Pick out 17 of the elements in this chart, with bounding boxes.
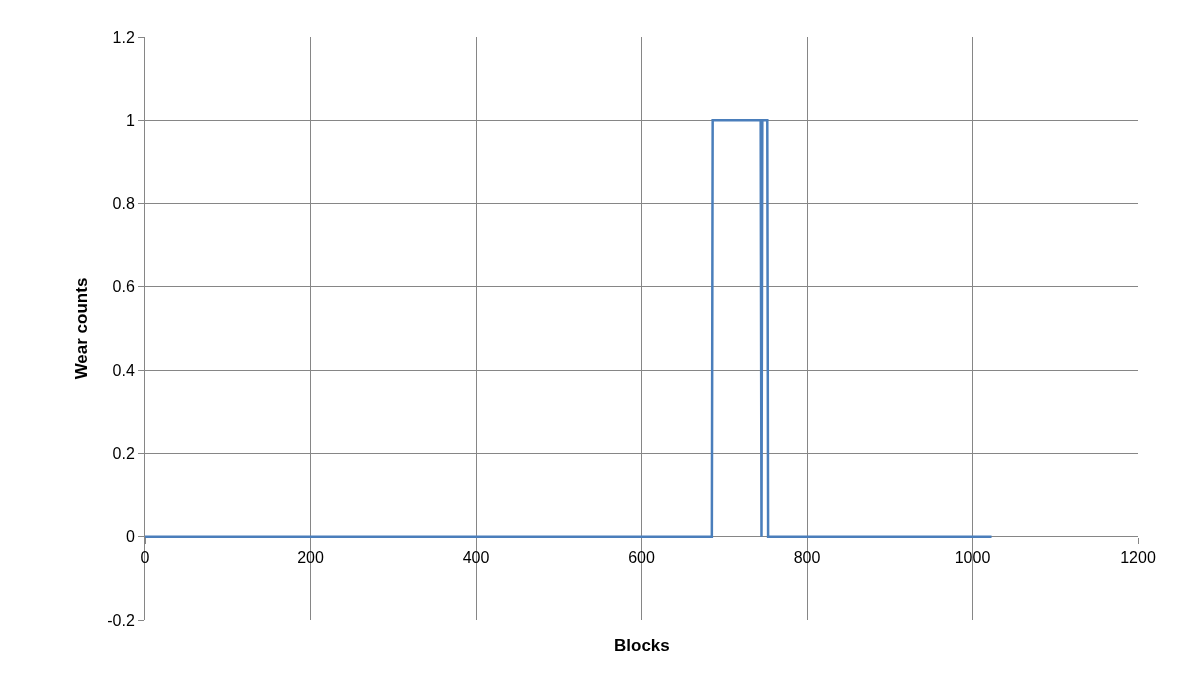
x-tick-label: 800 — [793, 548, 821, 566]
y-tick-label: 1.2 — [112, 28, 135, 46]
y-tick-label: -0.2 — [107, 611, 135, 629]
x-tick-label: 600 — [628, 548, 655, 566]
x-tick-label: 400 — [462, 548, 490, 566]
y-tick-label: 1 — [125, 111, 135, 129]
y-axis-title: Wear counts — [71, 277, 91, 380]
x-tick-label: 1200 — [1120, 548, 1156, 566]
x-axis-title: Blocks — [614, 636, 670, 655]
y-tick-label: 0.4 — [112, 361, 135, 379]
y-tick-label: 0 — [125, 528, 135, 546]
x-tick-label: 200 — [297, 548, 324, 566]
y-tick-label: 0.2 — [112, 445, 135, 463]
y-tick-label: 0.8 — [112, 195, 135, 213]
x-tick-label: 0 — [140, 548, 150, 566]
y-tick-label: 0.6 — [112, 278, 135, 296]
x-tick-label: 1000 — [954, 548, 991, 566]
